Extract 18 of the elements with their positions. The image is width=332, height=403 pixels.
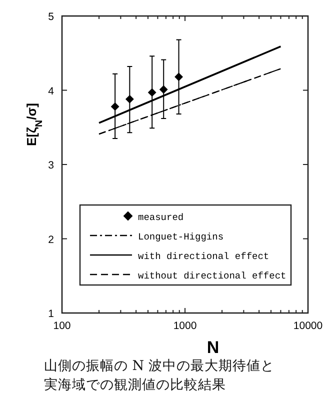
x-axis-title: N	[206, 338, 220, 357]
y-tick-label: 1	[48, 308, 54, 320]
x-tick-label: 10000	[293, 320, 323, 332]
legend-label: measured	[138, 212, 184, 223]
legend-item: without directional effect	[90, 270, 286, 282]
legend-label: without directional effect	[138, 270, 286, 282]
legend-item: measured	[123, 211, 184, 223]
legend-item: with directional effect	[90, 251, 270, 262]
legend-label: Longuet-Higgins	[138, 232, 224, 242]
x-tick-label: 1000	[173, 320, 197, 332]
x-tick-label: 100	[53, 320, 71, 332]
legend-label: with directional effect	[138, 251, 270, 262]
text: 山側の振幅の N 波中の最大期待値と実海域での観測値の比較結果	[44, 357, 276, 395]
y-tick-label: 3	[48, 160, 54, 172]
legend-item: Longuet-Higgins	[90, 232, 224, 242]
y-tick-label: 2	[48, 234, 54, 246]
y-tick-label: 5	[48, 11, 54, 23]
y-tick-label: 4	[48, 85, 54, 98]
